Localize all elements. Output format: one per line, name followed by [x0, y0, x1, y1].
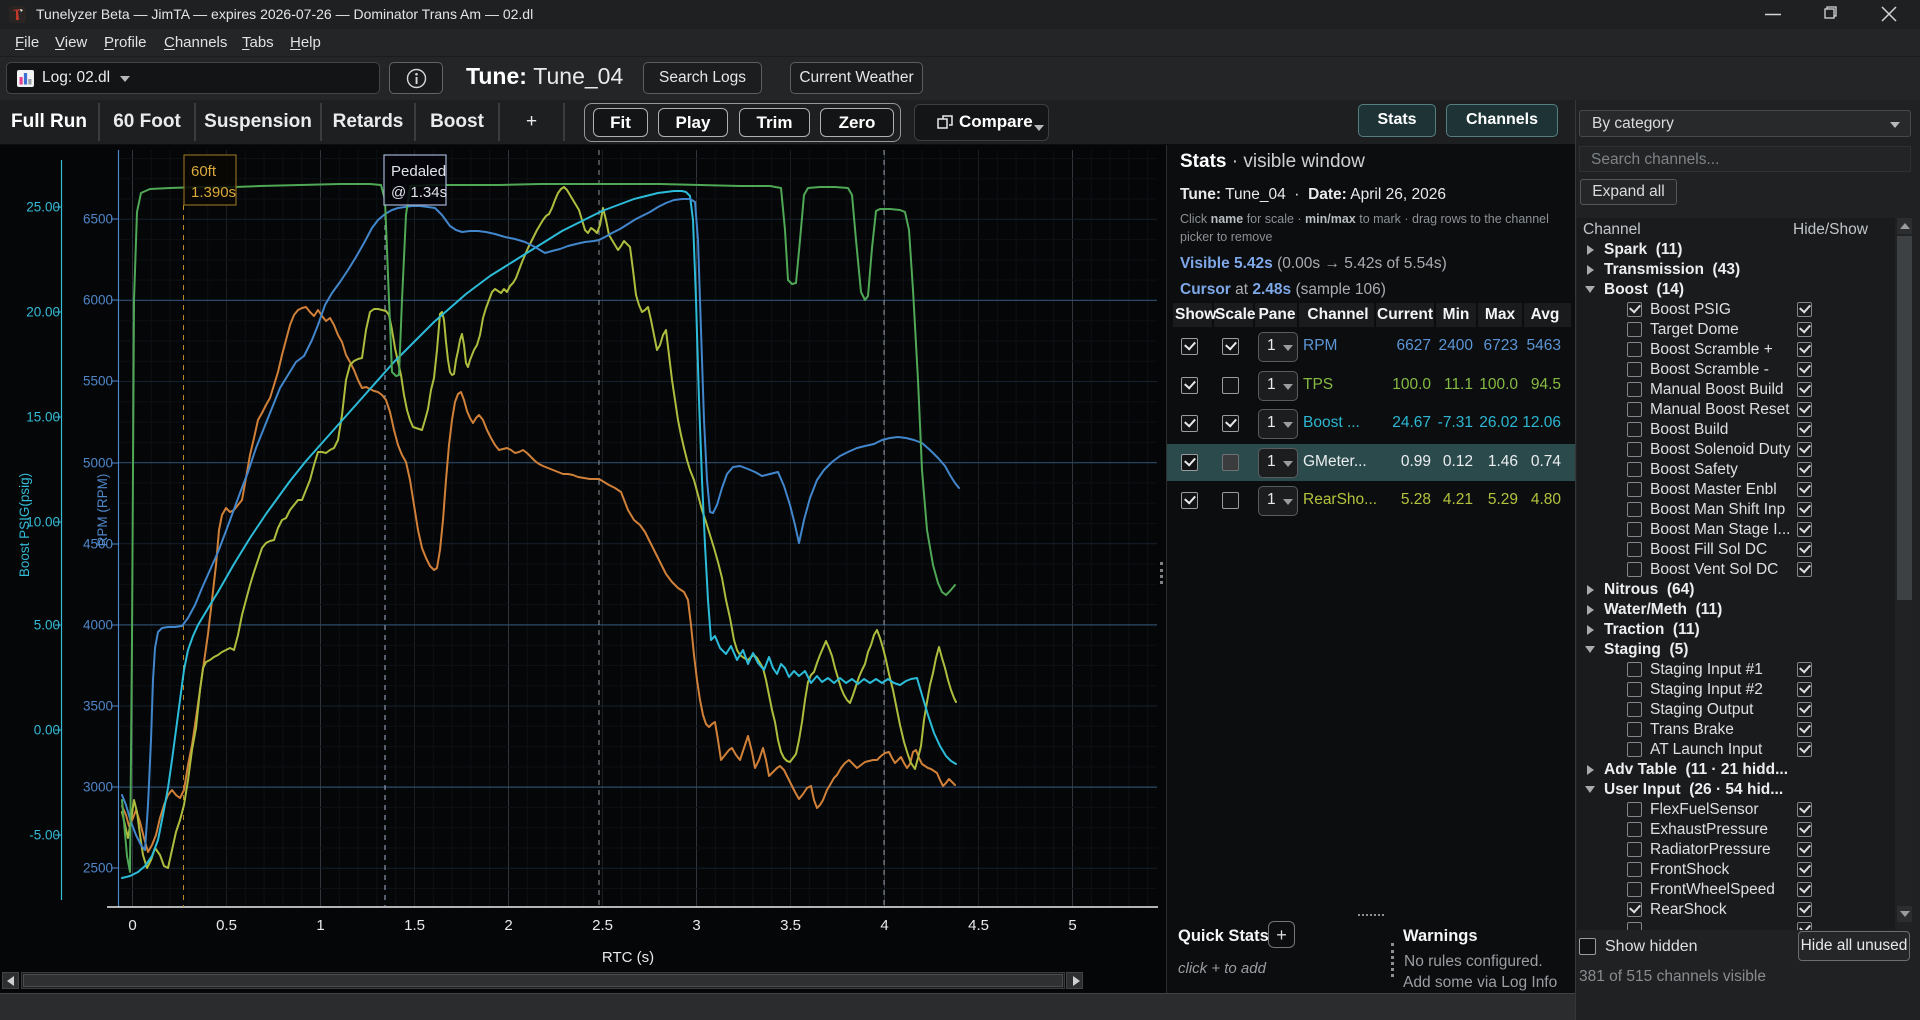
svg-text:5: 5 [1068, 917, 1076, 934]
svg-text:1.390s: 1.390s [191, 184, 236, 201]
svg-text:20.00: 20.00 [26, 305, 60, 320]
svg-text:3500: 3500 [83, 699, 113, 714]
svg-text:3: 3 [692, 917, 700, 934]
svg-text:0: 0 [128, 917, 136, 934]
svg-text:0.5: 0.5 [216, 917, 237, 934]
svg-text:5000: 5000 [83, 456, 113, 471]
svg-text:4.5: 4.5 [968, 917, 989, 934]
svg-text:6000: 6000 [83, 293, 113, 308]
svg-text:RPM (RPM): RPM (RPM) [95, 474, 110, 547]
svg-text:RTC (s): RTC (s) [602, 949, 654, 966]
svg-text:5500: 5500 [83, 374, 113, 389]
svg-text:4500: 4500 [83, 537, 113, 552]
svg-text:2: 2 [504, 917, 512, 934]
svg-text:15.00: 15.00 [26, 410, 60, 425]
svg-text:3000: 3000 [83, 780, 113, 795]
svg-text:60ft: 60ft [191, 163, 217, 180]
svg-text:5.00: 5.00 [34, 618, 60, 633]
svg-text:3.5: 3.5 [780, 917, 801, 934]
svg-text:4000: 4000 [83, 618, 113, 633]
svg-text:1.5: 1.5 [404, 917, 425, 934]
svg-text:2.5: 2.5 [592, 917, 613, 934]
svg-text:6500: 6500 [83, 212, 113, 227]
svg-text:Pedaled: Pedaled [391, 163, 446, 180]
svg-text:2500: 2500 [83, 861, 113, 876]
svg-text:0.00: 0.00 [34, 723, 60, 738]
svg-text:25.00: 25.00 [26, 200, 60, 215]
svg-text:4: 4 [880, 917, 888, 934]
svg-text:1: 1 [316, 917, 324, 934]
svg-text:-5.00: -5.00 [29, 828, 60, 843]
svg-text:Boost PSIG(psig): Boost PSIG(psig) [17, 473, 32, 577]
svg-text:10.00: 10.00 [26, 515, 60, 530]
svg-text:@ 1.34s: @ 1.34s [391, 184, 447, 201]
